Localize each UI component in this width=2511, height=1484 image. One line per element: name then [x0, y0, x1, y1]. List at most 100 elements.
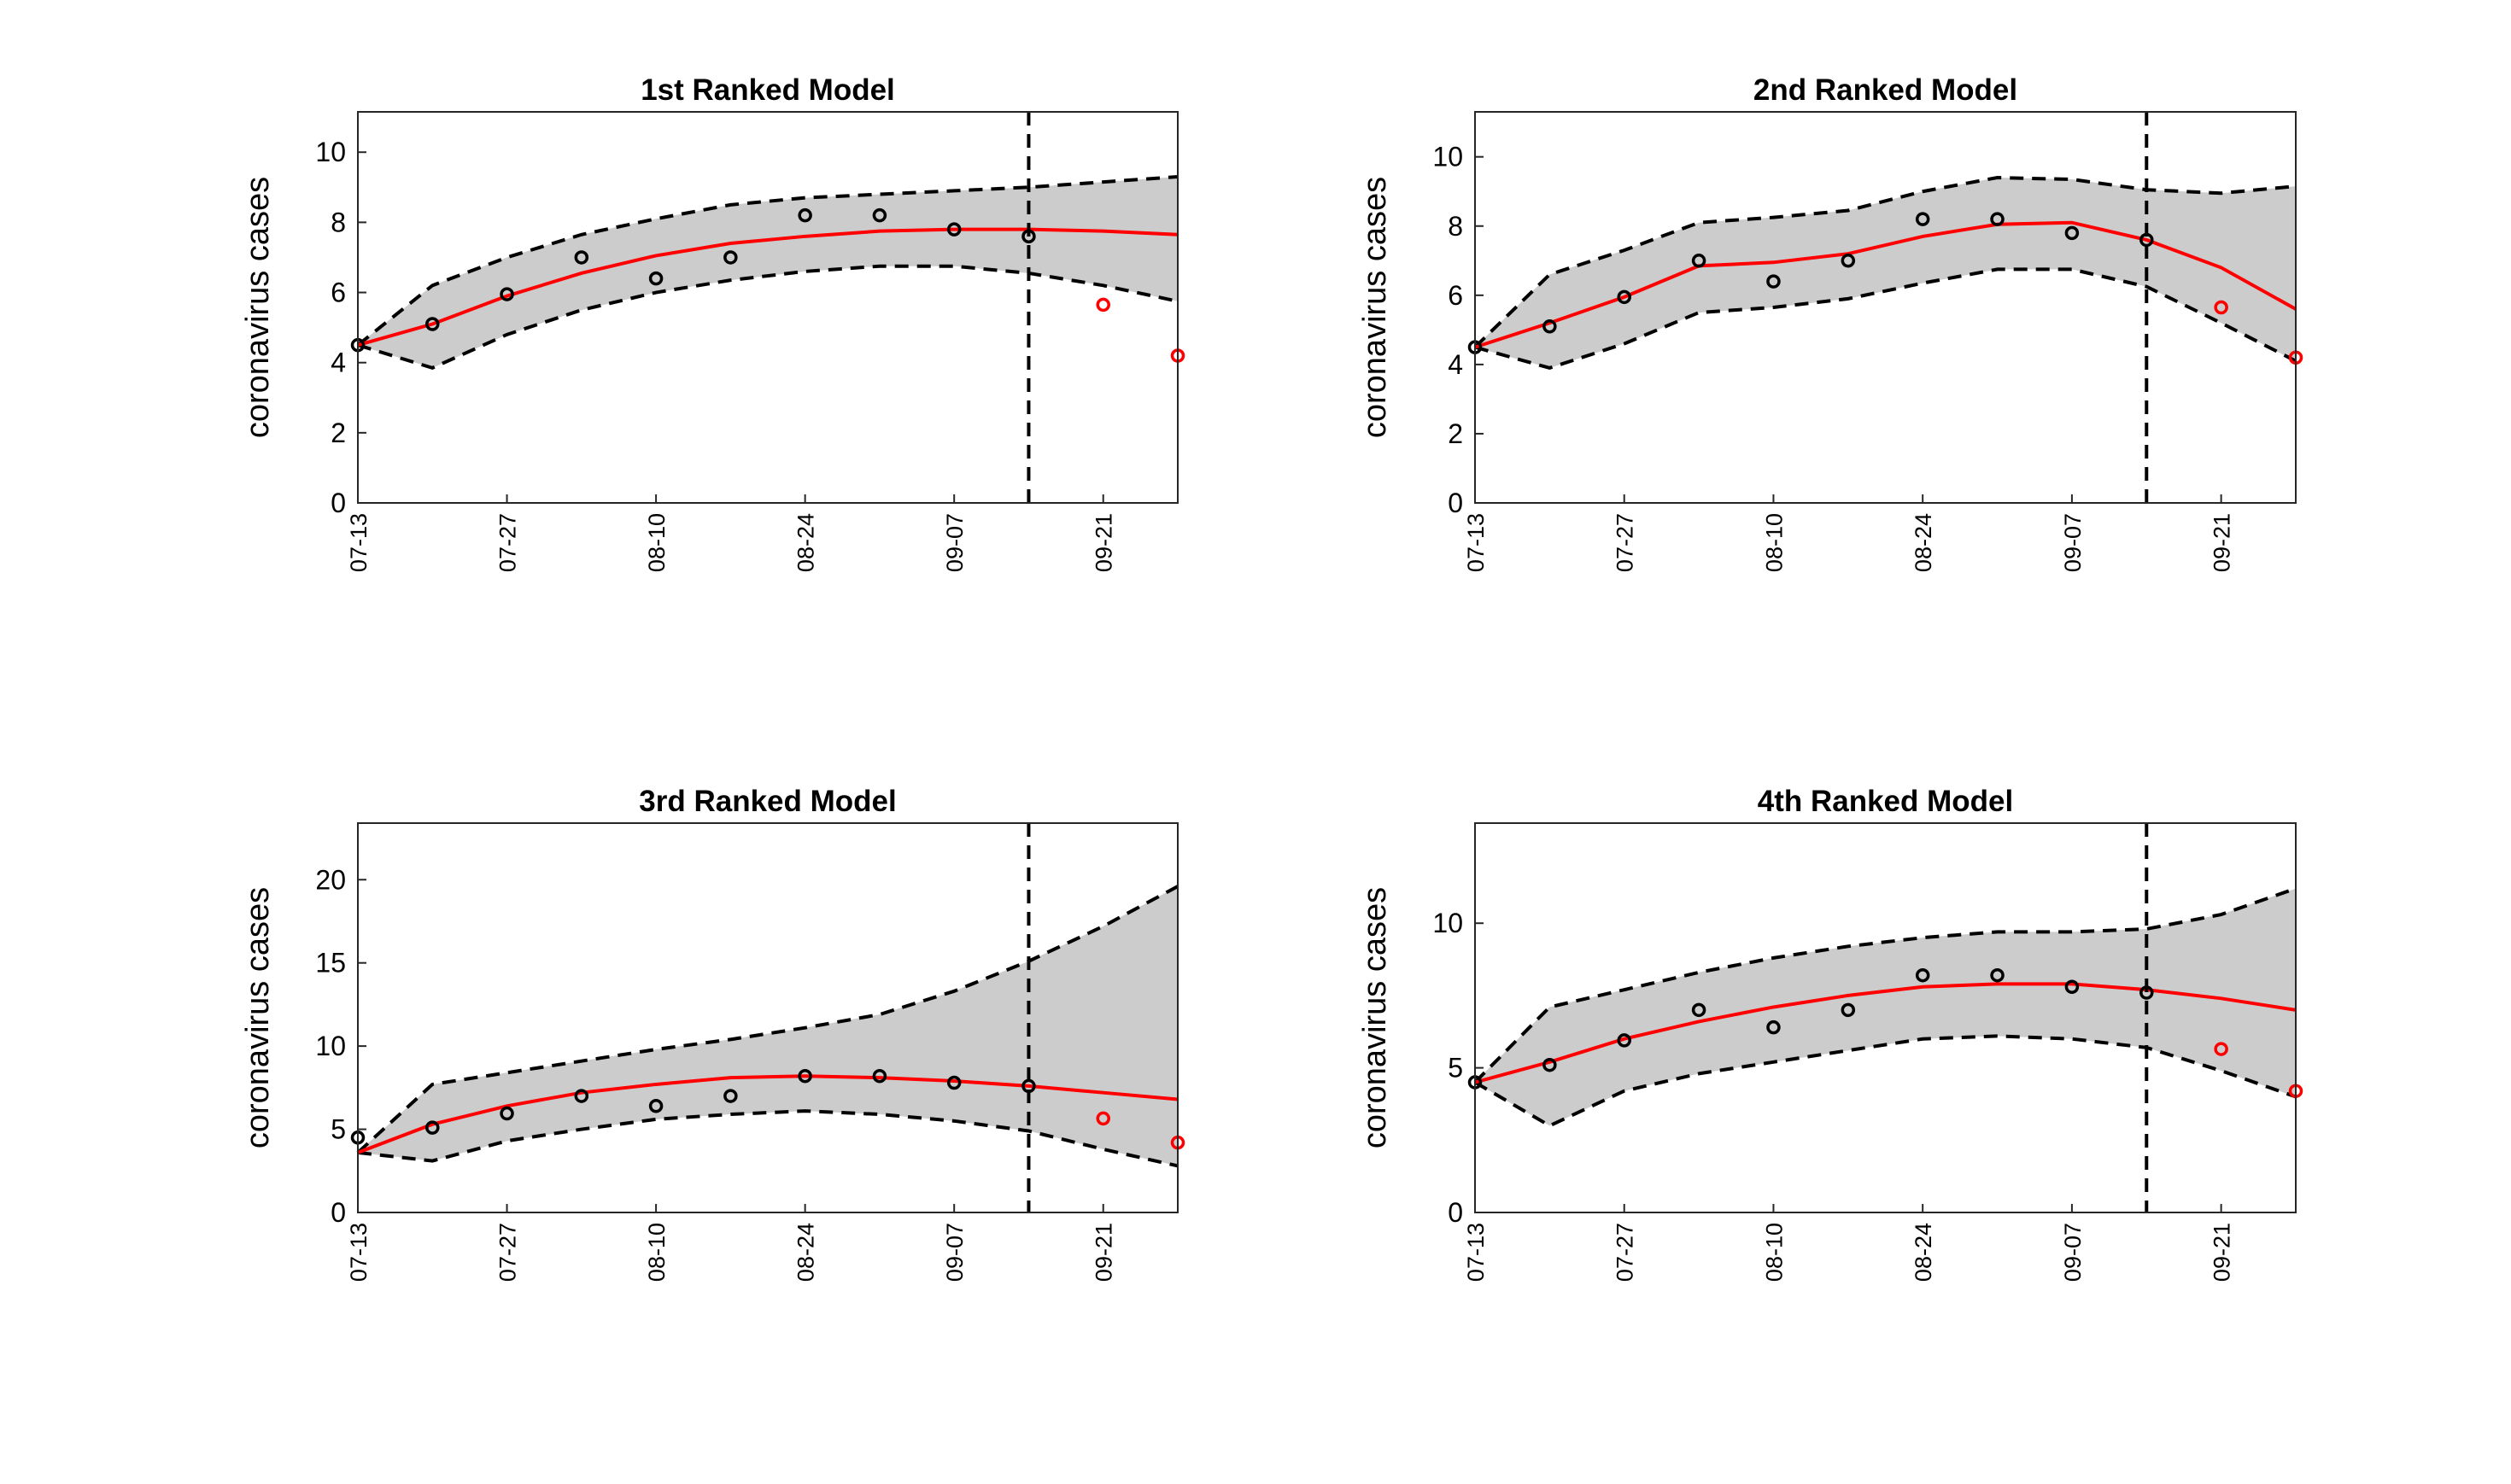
observed-point [1766, 1020, 1781, 1035]
observed-point [1691, 1002, 1706, 1018]
x-tick-label: 09-07 [2060, 1223, 2086, 1282]
x-tick-label: 09-07 [942, 513, 968, 572]
y-tick-label: 4 [1448, 349, 1463, 380]
y-tick-label: 8 [1448, 211, 1463, 242]
y-tick-label: 8 [331, 207, 346, 237]
held_out-point [1096, 297, 1110, 313]
axes-frame [357, 822, 1179, 1213]
observed-point [798, 207, 812, 223]
y-tick-label: 0 [1448, 1197, 1463, 1228]
lower-bound [1473, 1034, 2297, 1128]
y-tick-label: 15 [315, 948, 346, 979]
y-axis-label: coronavirus cases [240, 887, 276, 1148]
observed-point [2064, 979, 2080, 995]
observed-point [1021, 1078, 1036, 1094]
x-tick-label: 07-13 [346, 1223, 372, 1282]
confidence-band [358, 886, 1178, 1166]
chart-title: 1st Ranked Model [641, 73, 895, 107]
observed-point [1766, 274, 1781, 289]
observed-point [1542, 319, 1557, 334]
observed-point [1617, 289, 1631, 305]
x-tick-label: 09-21 [1092, 1223, 1117, 1282]
y-axis-label: coronavirus cases [1357, 887, 1393, 1148]
observed-point [425, 1120, 440, 1135]
observed-point [1990, 212, 2005, 226]
observed-point [1021, 229, 1036, 244]
y-tick-label: 0 [1448, 488, 1463, 518]
observed-point [723, 1089, 738, 1103]
mean-line [1474, 220, 2297, 349]
y-tick-label: 20 [315, 864, 346, 895]
x-tick-label: 08-10 [644, 513, 670, 572]
chart-title: 4th Ranked Model [1758, 785, 2013, 818]
y-tick-label: 6 [331, 278, 346, 308]
mean-line [1474, 982, 2297, 1084]
x-tick-label: 07-13 [346, 513, 372, 572]
y-tick-label: 5 [331, 1114, 346, 1145]
lower-bound [357, 264, 1179, 370]
observed-point [648, 271, 664, 286]
observed-point [946, 1075, 962, 1090]
x-tick-label: 07-27 [495, 513, 521, 572]
observed-point [2139, 232, 2154, 248]
upper-bound [1473, 176, 2297, 349]
held_out-point [1096, 1111, 1110, 1126]
observed-point [946, 222, 962, 237]
y-tick-label: 10 [315, 137, 346, 167]
chart-title: 3rd Ranked Model [639, 785, 896, 818]
y-tick-label: 0 [331, 1197, 346, 1228]
observed-point [1915, 967, 1930, 983]
upper-bound [1473, 886, 2297, 1084]
x-tick-label: 08-24 [793, 513, 819, 572]
held_out-point [2214, 1042, 2228, 1056]
observed-point [872, 207, 887, 223]
observed-point [500, 1106, 514, 1121]
x-tick-label: 07-13 [1463, 513, 1489, 572]
x-tick-label: 09-21 [1092, 513, 1117, 572]
confidence-band [1475, 888, 2296, 1126]
y-tick-label: 2 [1448, 418, 1463, 449]
observed-point [1617, 1033, 1631, 1048]
observed-point [1915, 212, 1930, 226]
x-tick-label: 07-27 [495, 1223, 521, 1282]
observed-point [1841, 254, 1856, 268]
mean-line [357, 1074, 1179, 1154]
axes-frame [357, 111, 1179, 504]
lower-bound [1474, 267, 2297, 371]
observed-point [1691, 254, 1706, 268]
x-tick-label: 08-10 [644, 1223, 670, 1282]
observed-point [1542, 1057, 1557, 1072]
y-tick-label: 10 [1432, 142, 1463, 172]
confidence-band [1475, 178, 2296, 368]
held_out-point [2214, 300, 2228, 315]
x-tick-label: 07-27 [1613, 513, 1638, 572]
y-tick-label: 5 [1448, 1053, 1463, 1084]
observed-point [500, 287, 514, 301]
x-tick-label: 07-27 [1613, 1223, 1638, 1282]
y-tick-label: 2 [331, 418, 346, 448]
upper-bound [356, 174, 1179, 347]
mean-line [357, 227, 1179, 348]
y-axis-label: coronavirus cases [240, 177, 276, 438]
lower-bound [357, 1109, 1179, 1168]
y-tick-label: 10 [1432, 908, 1463, 938]
x-tick-label: 08-24 [1911, 1223, 1936, 1282]
observed-point [723, 250, 738, 265]
y-tick-label: 4 [331, 348, 346, 378]
axes-frame [1474, 822, 2297, 1213]
y-tick-label: 0 [331, 488, 346, 518]
x-tick-label: 09-07 [942, 1223, 968, 1282]
observed-point [1841, 1002, 1856, 1018]
upper-bound [356, 885, 1179, 1154]
x-tick-label: 08-24 [1911, 513, 1936, 572]
observed-point [574, 250, 589, 265]
y-tick-label: 6 [1448, 280, 1463, 311]
observed-point [425, 317, 440, 331]
x-tick-label: 07-13 [1463, 1223, 1489, 1282]
x-tick-label: 09-07 [2060, 513, 2086, 572]
x-tick-label: 08-24 [793, 1223, 819, 1282]
x-tick-label: 08-10 [1761, 1223, 1787, 1282]
x-tick-label: 09-21 [2210, 513, 2235, 572]
x-tick-label: 09-21 [2210, 1223, 2235, 1282]
